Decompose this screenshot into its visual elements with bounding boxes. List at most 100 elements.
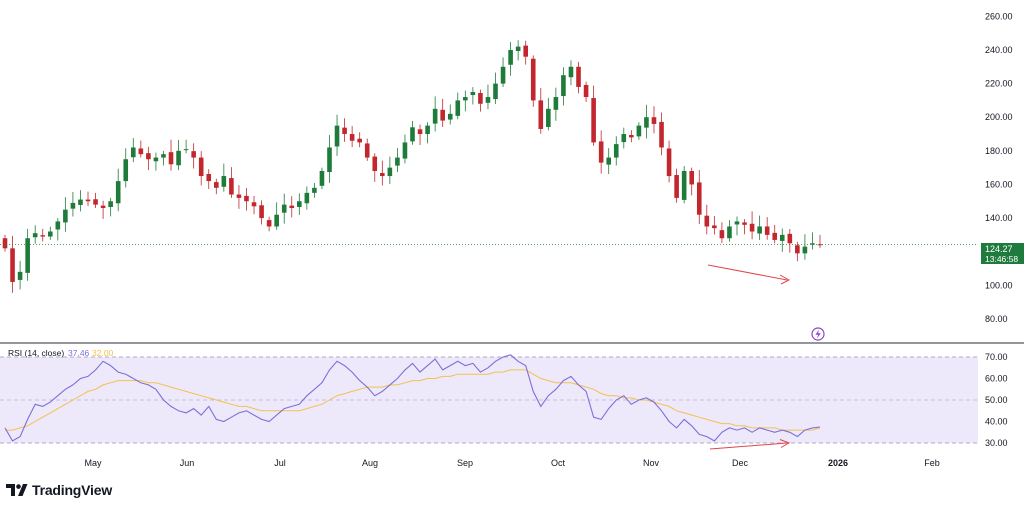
price-divergence-arrow[interactable] — [707, 264, 791, 285]
candle-body — [591, 98, 596, 143]
tradingview-logo-icon — [6, 484, 28, 496]
candle-body — [153, 157, 159, 162]
candle — [183, 139, 189, 154]
price-tick-label: 200.00 — [985, 112, 1013, 122]
candle-body — [402, 142, 408, 159]
candle-body — [523, 45, 528, 57]
candle — [568, 60, 574, 86]
candle-body — [176, 150, 181, 166]
candle — [40, 228, 46, 242]
candle — [530, 55, 536, 107]
price-tick-label: 260.00 — [985, 11, 1013, 21]
candle — [644, 104, 649, 139]
rsi-divergence-arrow[interactable] — [709, 439, 791, 450]
lightning-bolt-icon[interactable] — [811, 327, 825, 341]
candle-body — [772, 232, 778, 240]
candle — [719, 222, 725, 244]
candle — [168, 139, 174, 171]
candle — [146, 146, 151, 171]
time-tick-label: Feb — [924, 458, 940, 468]
price-tick-label: 80.00 — [985, 314, 1008, 324]
candle-body — [410, 127, 415, 142]
candle-body — [712, 225, 717, 229]
candle — [123, 148, 129, 188]
candle-body — [508, 49, 513, 65]
candle-body — [319, 171, 325, 186]
candle — [334, 114, 340, 156]
price-tick-label: 240.00 — [985, 45, 1013, 55]
brand[interactable]: TradingView — [6, 482, 112, 498]
candle — [47, 226, 53, 240]
candle-body — [2, 238, 8, 249]
candle — [455, 92, 461, 120]
candle-body — [629, 135, 634, 138]
candle-body — [266, 220, 272, 227]
candle — [817, 234, 823, 248]
candle — [153, 152, 159, 171]
candle-body — [606, 157, 612, 165]
candle-body — [342, 127, 347, 135]
candle-body — [425, 125, 430, 135]
candle — [787, 228, 793, 253]
candle-body — [530, 58, 536, 101]
candle — [440, 98, 445, 127]
candle-body — [764, 226, 770, 235]
candle-body — [327, 147, 332, 173]
time-tick-label: May — [84, 458, 102, 468]
candle — [244, 187, 249, 211]
candle — [742, 219, 747, 235]
candle — [206, 169, 212, 189]
candle — [70, 192, 76, 217]
rsi-tick-label: 30.00 — [985, 438, 1008, 448]
candle — [410, 120, 415, 145]
candle-body — [719, 230, 725, 239]
candle — [470, 87, 476, 105]
candle-body — [447, 113, 453, 120]
candle — [274, 202, 279, 230]
candle-body — [349, 134, 355, 141]
price-tick-label: 100.00 — [985, 280, 1013, 290]
candle — [538, 87, 544, 134]
candle-body — [651, 117, 657, 124]
candle — [251, 195, 257, 215]
candle-body — [802, 246, 808, 254]
candle — [478, 89, 483, 112]
price-axis[interactable]: 260.00 240.00 220.00 200.00 180.00 160.00 140.… — [985, 11, 1013, 324]
candle-body — [10, 248, 15, 282]
candle-body — [206, 174, 212, 182]
candle — [312, 182, 317, 198]
candle — [508, 42, 513, 76]
candle — [447, 104, 453, 125]
candle-body — [478, 93, 483, 104]
candle-body — [810, 243, 815, 245]
candle-body — [636, 125, 642, 137]
time-axis[interactable]: May Jun Jul Aug Sep Oct Nov Dec 2026 Feb — [84, 458, 939, 468]
candle-body — [749, 223, 755, 232]
candle — [621, 127, 627, 149]
candle — [734, 216, 740, 236]
candle — [10, 235, 15, 293]
time-tick-label: Jun — [180, 458, 195, 468]
time-tick-label: Aug — [362, 458, 378, 468]
candle — [2, 234, 8, 252]
candle-body — [659, 121, 664, 148]
candle-body — [259, 205, 264, 219]
candle — [591, 85, 596, 146]
candle — [130, 138, 136, 163]
candle-body — [380, 173, 385, 177]
candle — [432, 96, 438, 132]
price-tick-label: 160.00 — [985, 179, 1013, 189]
candle-body — [742, 222, 747, 225]
rsi-legend[interactable]: RSI (14, close) 37.46 32.00 — [8, 348, 114, 358]
candle — [523, 40, 528, 65]
rsi-axis[interactable]: 70.00 60.00 50.00 40.00 30.00 — [985, 352, 1008, 448]
candle — [576, 61, 581, 94]
candle-body — [470, 92, 476, 96]
time-tick-label: Jul — [274, 458, 286, 468]
candle — [161, 150, 166, 166]
rsi-line — [4, 354, 821, 442]
candle-body — [100, 205, 106, 208]
candle-body — [561, 75, 566, 97]
rsi-tick-label: 40.00 — [985, 417, 1008, 427]
